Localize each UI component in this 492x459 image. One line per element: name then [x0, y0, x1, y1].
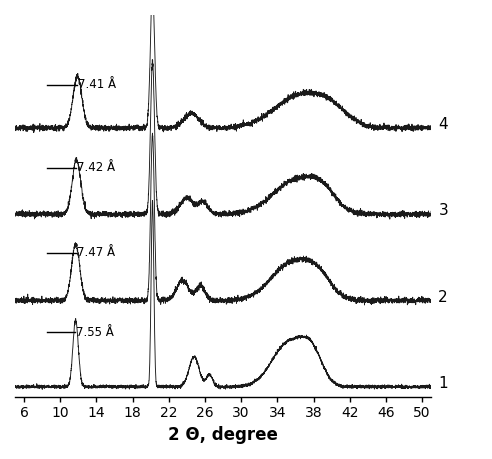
Text: 3: 3: [438, 203, 448, 218]
X-axis label: 2 Θ, degree: 2 Θ, degree: [168, 426, 278, 444]
Text: 2: 2: [438, 290, 448, 305]
Text: 7.55 Å: 7.55 Å: [76, 326, 114, 339]
Text: 1: 1: [438, 376, 448, 391]
Text: 7.47 Å: 7.47 Å: [77, 246, 115, 259]
Text: 4: 4: [438, 117, 448, 132]
Text: 7.41 Å: 7.41 Å: [78, 78, 116, 91]
Text: 7.42 Å: 7.42 Å: [77, 161, 116, 174]
